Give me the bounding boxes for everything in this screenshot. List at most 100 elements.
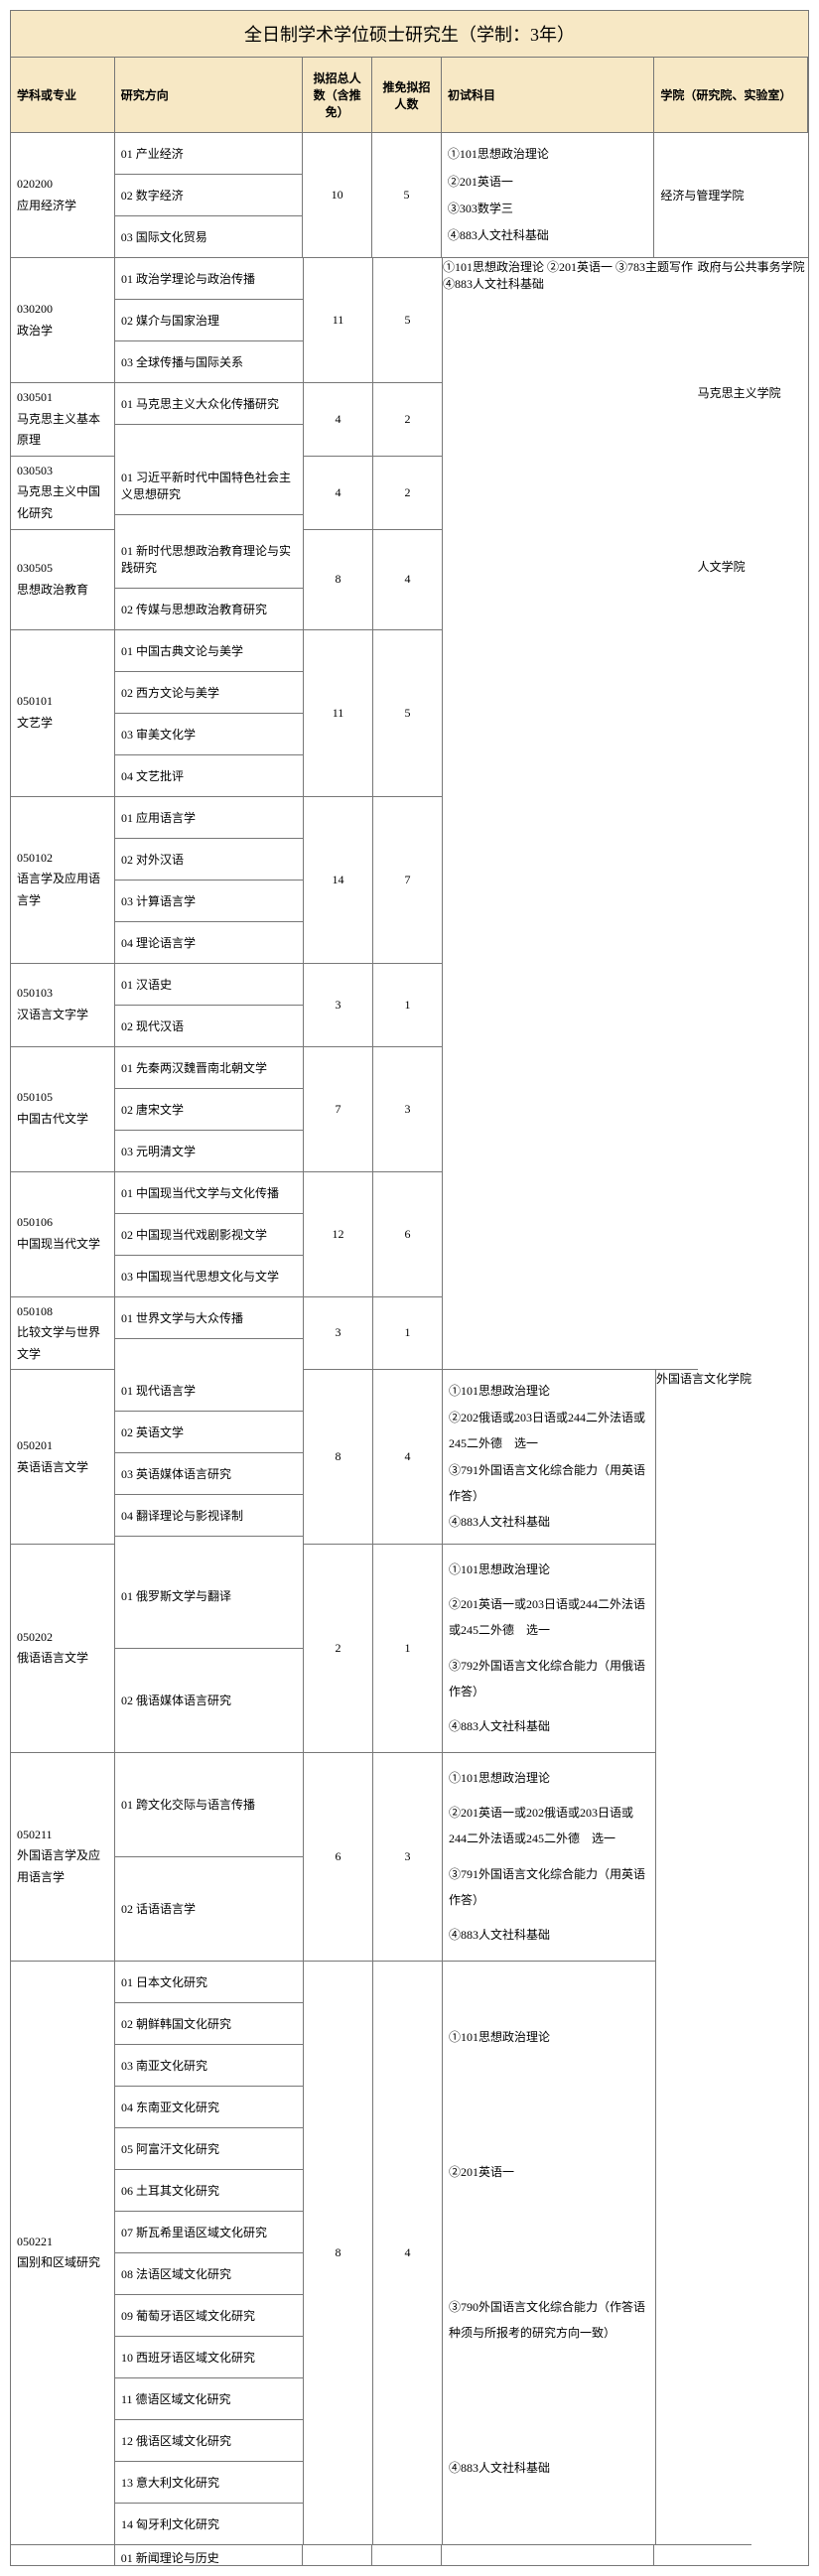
subject-name: 马克思主义中国化研究	[17, 481, 108, 524]
subject-code: 050201	[17, 1435, 108, 1457]
tuimian-cell: 3	[373, 1753, 443, 1962]
row-030503: 030503马克思主义中国化研究 01 习近平新时代中国特色社会主义思想研究 4…	[11, 457, 443, 530]
direction: 01 世界文学与大众传播	[115, 1297, 303, 1339]
hdr-total: 拟招总人数（含推免）	[303, 58, 372, 133]
subject-name: 中国现当代文学	[17, 1234, 108, 1256]
tuimian-cell: 4	[373, 1370, 443, 1544]
school-cell: 经济与管理学院	[654, 133, 808, 258]
direction: 03 南亚文化研究	[115, 2045, 303, 2087]
exam-item: ③791外国语言文化综合能力（用英语作答）	[449, 1457, 649, 1510]
row-050103: 050103汉语言文字学 01 汉语史 02 现代汉语 3 1	[11, 964, 443, 1047]
direction: 01 政治学理论与政治传播	[115, 258, 303, 300]
tuimian-cell: 1	[373, 964, 443, 1047]
total-cell: 14	[304, 797, 373, 964]
tuimian-cell: 1	[373, 1297, 443, 1371]
total-cell: 4	[304, 457, 373, 530]
total-cell: 11	[304, 258, 373, 383]
subject-name: 应用经济学	[17, 196, 108, 217]
tuimian-cell: 2	[373, 457, 443, 530]
total-cell: 3	[304, 1297, 373, 1371]
row-050202: 050202俄语语言文学 01 俄罗斯文学与翻译 02 俄语媒体语言研究 2 1…	[11, 1545, 656, 1753]
exam-item: ①101思想政治理论	[449, 1765, 649, 1791]
exam-cell: ①101思想政治理论 ②201英语一 ③790外国语言文化综合能力（作答语种须与…	[443, 1962, 656, 2545]
exam-item: ④883人文社科基础	[443, 277, 544, 291]
subject-name: 外国语言学及应用语言学	[17, 1845, 108, 1888]
direction: 01 应用语言学	[115, 797, 303, 839]
direction: 02 话语语言学	[115, 1857, 303, 1962]
direction: 06 土耳其文化研究	[115, 2170, 303, 2212]
row-cut: 01 新闻理论与历史	[11, 2545, 808, 2565]
subject-name: 思想政治教育	[17, 580, 108, 602]
row-050105: 050105中国古代文学 01 先秦两汉魏晋南北朝文学 02 唐宋文学 03 元…	[11, 1047, 443, 1172]
row-050101: 050101文艺学 01 中国古典文论与美学 02 西方文论与美学 03 审美文…	[11, 630, 443, 797]
hdr-subject: 学科或专业	[11, 58, 115, 133]
row-050102: 050102语言学及应用语言学 01 应用语言学 02 对外汉语 03 计算语言…	[11, 797, 443, 964]
total-cell: 12	[304, 1172, 373, 1297]
exam-item: ②201英语一	[448, 169, 647, 195]
direction: 04 东南亚文化研究	[115, 2087, 303, 2128]
exam-cell: ①101思想政治理论 ②201英语一或202俄语或203日语或244二外法语或2…	[443, 1753, 656, 1962]
total-cell: 11	[304, 630, 373, 797]
direction: 03 国际文化贸易	[115, 216, 303, 258]
subject-name: 中国古代文学	[17, 1109, 108, 1131]
subject-name: 政治学	[17, 321, 108, 342]
direction: 01 跨文化交际与语言传播	[115, 1753, 303, 1857]
total-cell: 2	[304, 1545, 373, 1753]
tuimian-cell: 6	[373, 1172, 443, 1297]
direction: 02 朝鲜韩国文化研究	[115, 2003, 303, 2045]
subject-code: 050221	[17, 2232, 108, 2253]
tuimian-cell: 2	[373, 383, 443, 457]
exam-cell-merged: ①101思想政治理论 ②201英语一 ③783主题写作 ④883人文社科基础	[443, 258, 698, 1370]
exam-item: ③303数学三	[448, 196, 647, 221]
tuimian-cell: 5	[373, 630, 443, 797]
subject-code: 050105	[17, 1087, 108, 1109]
direction: 02 俄语媒体语言研究	[115, 1649, 303, 1753]
direction: 02 传媒与思想政治教育研究	[115, 589, 303, 630]
school-cell: 政府与公共事务学院	[698, 258, 808, 384]
exam-item: ③783主题写作	[615, 260, 693, 274]
exam-cell: ①101思想政治理论 ②202俄语或203日语或244二外法语或245二外德 选…	[443, 1370, 656, 1544]
exam-cell: ①101思想政治理论 ②201英语一 ③303数学三 ④883人文社科基础	[442, 133, 654, 258]
direction: 01 现代语言学	[115, 1370, 303, 1412]
subject-name: 国别和区域研究	[17, 2252, 108, 2274]
tuimian-cell: 5	[372, 133, 442, 258]
direction: 13 意大利文化研究	[115, 2462, 303, 2504]
direction: 01 先秦两汉魏晋南北朝文学	[115, 1047, 303, 1089]
exam-item: ②202俄语或203日语或244二外法语或245二外德 选一	[449, 1405, 649, 1457]
direction: 04 文艺批评	[115, 755, 303, 797]
exam-item: ①101思想政治理论	[443, 260, 544, 274]
row-050221: 050221国别和区域研究 01 日本文化研究 02 朝鲜韩国文化研究 03 南…	[11, 1962, 656, 2545]
exam-item: ②201英语一或202俄语或203日语或244二外法语或245二外德 选一	[449, 1800, 649, 1852]
direction: 11 德语区域文化研究	[115, 2378, 303, 2420]
subject-code: 050202	[17, 1627, 108, 1649]
subject-name: 语言学及应用语言学	[17, 869, 108, 911]
exam-item: ①101思想政治理论	[449, 2024, 649, 2050]
direction: 03 中国现当代思想文化与文学	[115, 1256, 303, 1297]
row-050106: 050106中国现当代文学 01 中国现当代文学与文化传播 02 中国现当代戏剧…	[11, 1172, 443, 1297]
direction: 02 唐宋文学	[115, 1089, 303, 1131]
direction: 01 新闻理论与历史	[115, 2545, 303, 2565]
row-050201: 050201英语语言文学 01 现代语言学 02 英语文学 03 英语媒体语言研…	[11, 1370, 656, 1544]
direction: 02 现代汉语	[115, 1006, 303, 1047]
hdr-direction: 研究方向	[115, 58, 304, 133]
direction: 10 西班牙语区域文化研究	[115, 2337, 303, 2378]
hdr-exam: 初试科目	[442, 58, 654, 133]
tuimian-cell: 1	[373, 1545, 443, 1753]
total-cell: 3	[304, 964, 373, 1047]
total-cell: 6	[304, 1753, 373, 1962]
direction: 02 中国现当代戏剧影视文学	[115, 1214, 303, 1256]
school-cell: 马克思主义学院	[698, 384, 808, 558]
exam-item: ③790外国语言文化综合能力（作答语种须与所报考的研究方向一致）	[449, 2294, 649, 2347]
direction: 03 审美文化学	[115, 714, 303, 755]
tuimian-cell: 5	[373, 258, 443, 383]
subject-name: 英语语言文学	[17, 1457, 108, 1479]
direction: 04 理论语言学	[115, 922, 303, 964]
tuimian-cell: 7	[373, 797, 443, 964]
direction: 09 葡萄牙语区域文化研究	[115, 2295, 303, 2337]
exam-item: ①101思想政治理论	[449, 1378, 649, 1404]
direction: 02 媒介与国家治理	[115, 300, 303, 341]
exam-item: ③791外国语言文化综合能力（用英语作答）	[449, 1861, 649, 1914]
admissions-table: 全日制学术学位硕士研究生（学制：3年） 学科或专业 研究方向 拟招总人数（含推免…	[10, 10, 809, 2566]
total-cell: 8	[304, 530, 373, 630]
direction: 03 计算语言学	[115, 881, 303, 922]
